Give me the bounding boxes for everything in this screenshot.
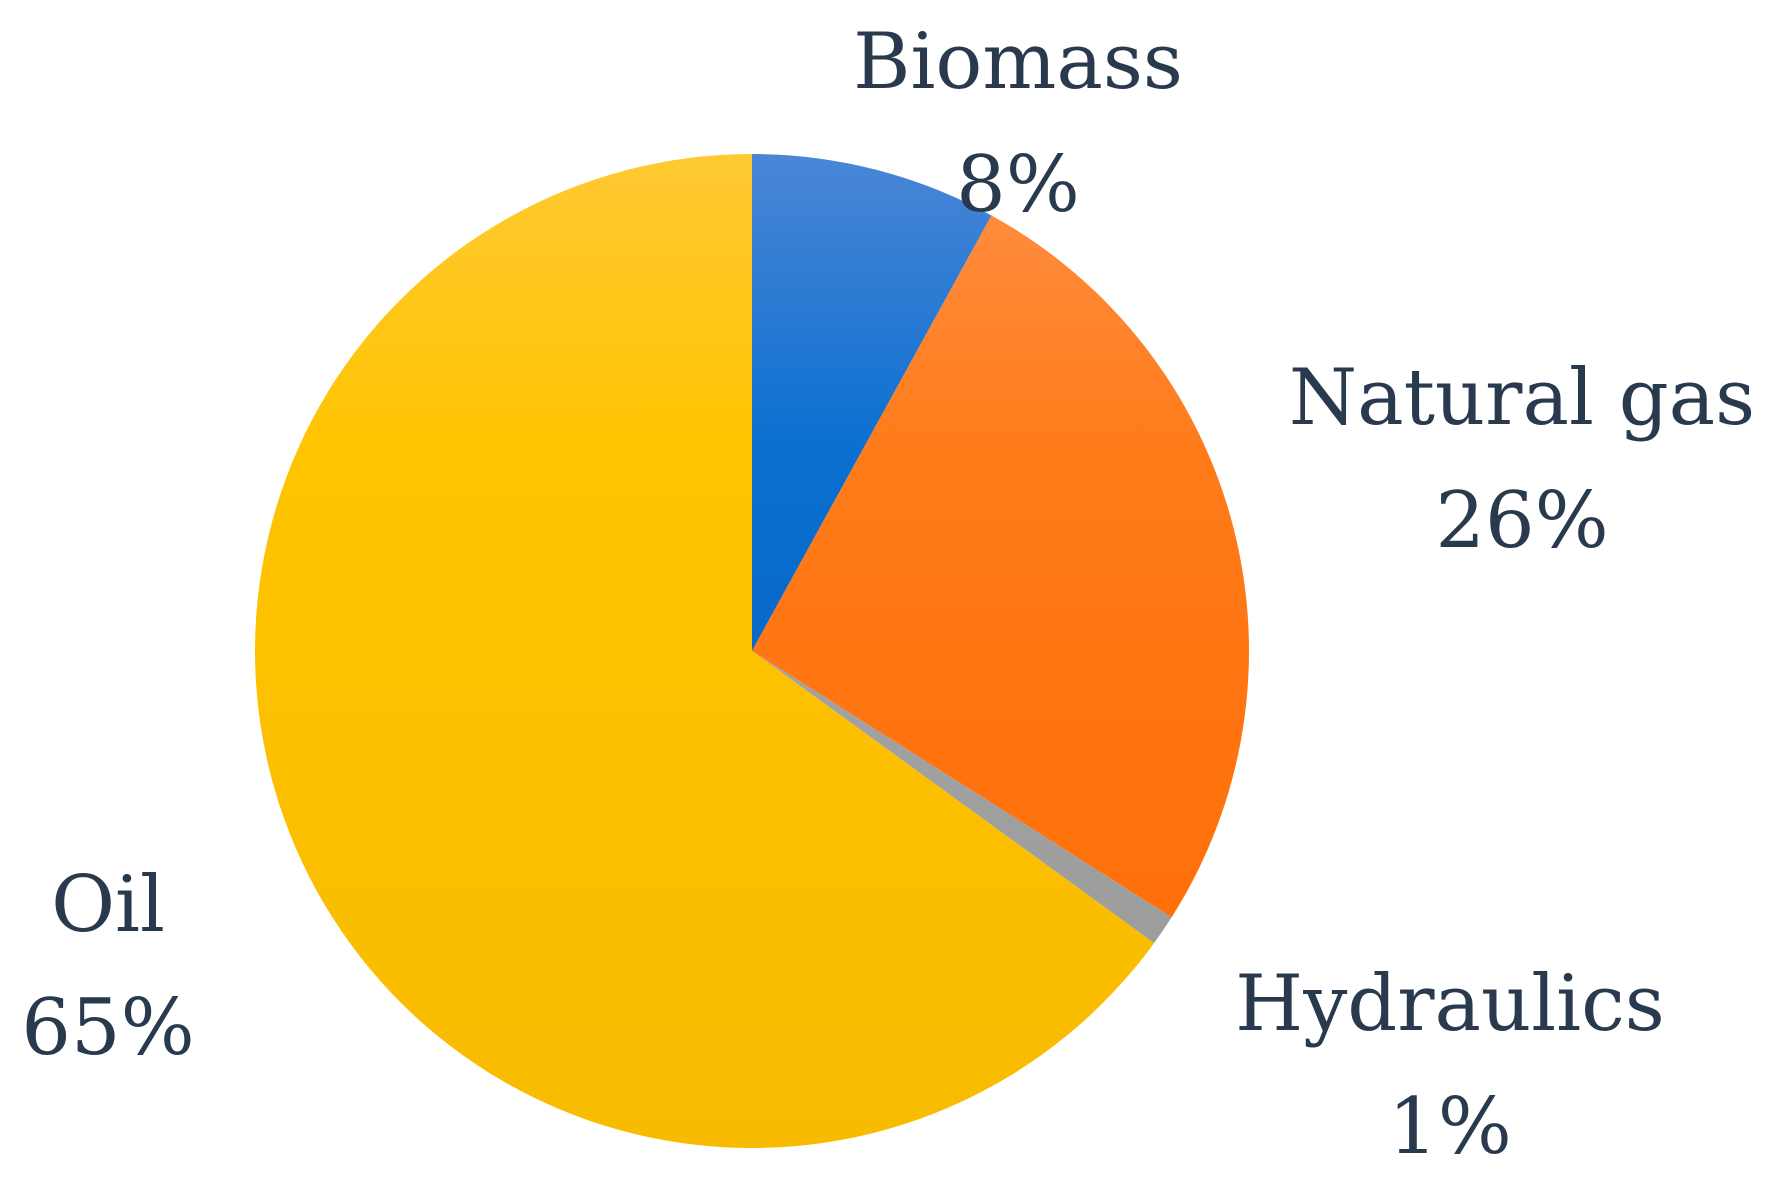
slice-biomass	[752, 154, 992, 651]
label-natural-gas-name: Natural gas	[1289, 353, 1755, 443]
label-natural-gas-value: 26%	[1435, 476, 1608, 566]
label-oil-name: Oil	[51, 860, 165, 950]
slice-natural-gas	[752, 215, 1249, 918]
label-hydraulics-name: Hydraulics	[1235, 959, 1665, 1049]
label-oil-value: 65%	[21, 983, 194, 1073]
slice-oil	[254, 154, 1155, 1148]
label-biomass-value: 8%	[956, 140, 1080, 230]
label-biomass-name: Biomass	[853, 17, 1183, 107]
pie-slices	[254, 154, 1249, 1148]
pie-labels: Biomass 8% Natural gas 26% Hydraulics 1%…	[21, 17, 1755, 1172]
label-hydraulics-value: 1%	[1388, 1082, 1512, 1172]
slice-hydraulics	[752, 651, 1172, 944]
